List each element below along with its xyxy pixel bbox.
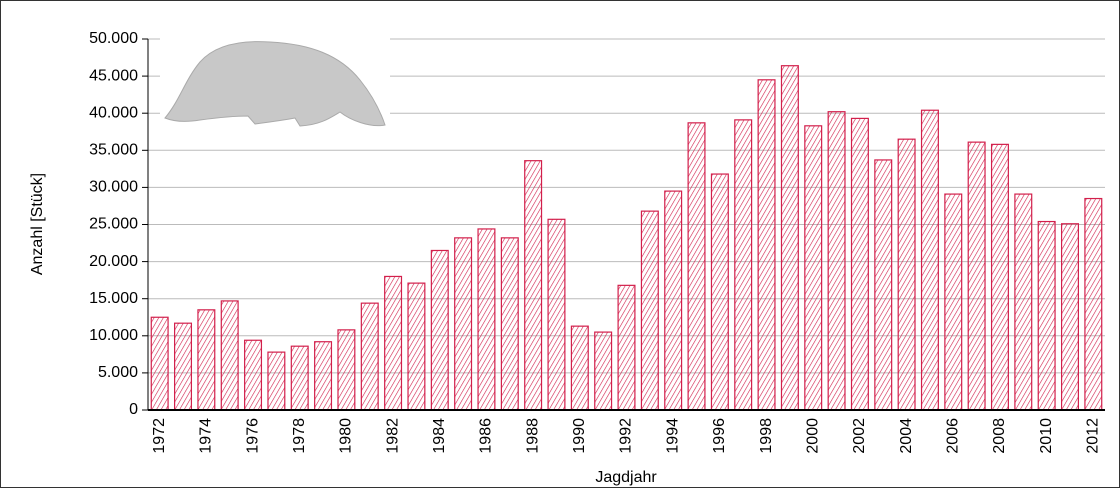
- bar: [944, 193, 963, 411]
- y-tick-label: 40.000: [89, 104, 138, 121]
- x-tick-label: 2006: [944, 418, 961, 454]
- bar: [990, 143, 1009, 411]
- x-tick-label: 2008: [991, 418, 1008, 454]
- x-tick-label: 1976: [244, 418, 261, 454]
- x-tick-label: 1980: [338, 418, 355, 454]
- bar: [524, 160, 543, 411]
- x-tick-label: 1986: [478, 418, 495, 454]
- x-tick-label: 2010: [1038, 418, 1055, 454]
- y-tick-label: 30.000: [89, 179, 138, 196]
- bar: [594, 331, 613, 411]
- bar: [710, 173, 729, 411]
- bar: [500, 237, 519, 411]
- bar: [804, 125, 823, 411]
- bar: [174, 322, 193, 411]
- x-tick-label: 1972: [151, 418, 168, 454]
- bar: [150, 316, 169, 411]
- bar: [617, 284, 636, 411]
- bar: [384, 275, 403, 411]
- x-tick-label: 2002: [851, 418, 868, 454]
- bar: [874, 159, 893, 411]
- x-tick-label: 1974: [198, 418, 215, 454]
- x-tick-label: 2000: [804, 418, 821, 454]
- bar: [477, 228, 496, 411]
- x-tick-label: 1992: [618, 418, 635, 454]
- bar: [827, 111, 846, 411]
- bar: [360, 302, 379, 411]
- bar: [570, 325, 589, 411]
- x-tick-label: 1984: [431, 418, 448, 454]
- bar: [314, 341, 333, 411]
- x-tick-label: 2004: [898, 418, 915, 454]
- bar: [220, 300, 239, 411]
- bar: [734, 119, 753, 411]
- bar: [407, 282, 426, 411]
- bar: [757, 79, 776, 411]
- bar: [780, 65, 799, 411]
- bar: [290, 345, 309, 411]
- x-tick-label: 1990: [571, 418, 588, 454]
- bar: [897, 138, 916, 411]
- fox-illustration: [164, 41, 386, 127]
- y-axis-title: Anzahl [Stück]: [29, 173, 46, 275]
- y-tick-label: 0: [129, 401, 138, 418]
- x-tick-label: 1994: [664, 418, 681, 454]
- bar: [337, 329, 356, 411]
- bar: [1084, 197, 1103, 411]
- bar: [1037, 220, 1056, 411]
- y-tick-label: 10.000: [89, 327, 138, 344]
- bar: [267, 351, 286, 411]
- y-tick-label: 20.000: [89, 253, 138, 270]
- x-tick-label: 2012: [1085, 418, 1102, 454]
- x-tick-label: 1982: [384, 418, 401, 454]
- y-tick-label: 35.000: [89, 142, 138, 159]
- y-tick-label: 25.000: [89, 216, 138, 233]
- y-tick-label: 5.000: [98, 364, 138, 381]
- bar: [1014, 193, 1033, 411]
- x-tick-label: 1988: [524, 418, 541, 454]
- bar: [687, 122, 706, 411]
- bar: [967, 141, 986, 411]
- bar: [1060, 223, 1079, 411]
- bar: [664, 190, 683, 411]
- bar: [454, 237, 473, 411]
- y-tick-label: 45.000: [89, 67, 138, 84]
- x-tick-label: 1978: [291, 418, 308, 454]
- y-tick-label: 15.000: [89, 290, 138, 307]
- bar: [430, 249, 449, 411]
- bar: [640, 210, 659, 411]
- y-tick-label: 50.000: [89, 30, 138, 47]
- bar: [920, 109, 939, 411]
- bar: [547, 218, 566, 411]
- x-tick-label: 1996: [711, 418, 728, 454]
- bar: [850, 117, 869, 411]
- x-axis-title: Jagdjahr: [595, 469, 657, 486]
- bar: [244, 339, 263, 411]
- x-tick-label: 1998: [758, 418, 775, 454]
- bar: [197, 309, 216, 411]
